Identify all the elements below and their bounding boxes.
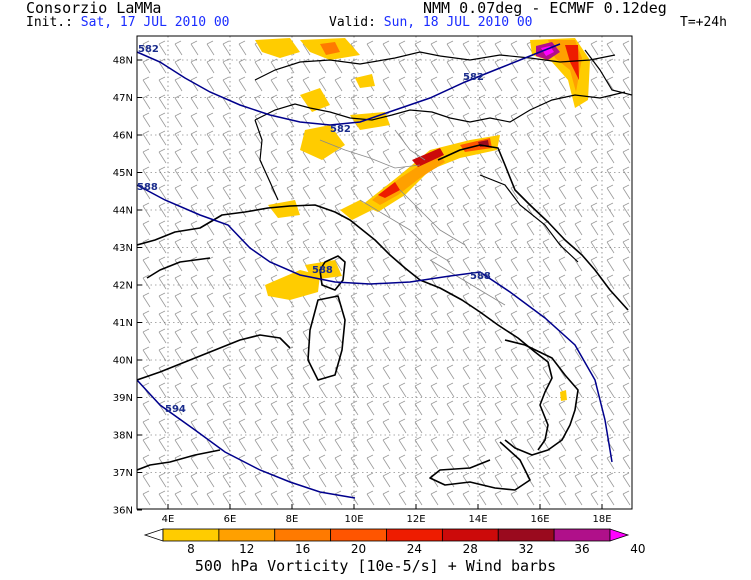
colorbar-level-label: 24 xyxy=(407,542,422,555)
lon-tick-label: 18E xyxy=(592,514,611,525)
borders xyxy=(254,49,632,263)
lon-tick-label: 14E xyxy=(468,514,487,525)
colorbar-segment xyxy=(441,528,499,542)
lat-tick-label: 36N xyxy=(113,506,133,517)
internal-borders xyxy=(319,129,506,306)
lat-tick-label: 38N xyxy=(113,431,133,442)
colorbar-segment xyxy=(386,528,443,542)
colorbar-level-label: 36 xyxy=(574,542,589,555)
lat-tick-label: 42N xyxy=(113,281,133,292)
colorbar-upper-arrow xyxy=(609,528,630,542)
contour-label: 582 xyxy=(330,124,351,135)
valid-line: Valid: Sun, 18 JUL 2010 00 xyxy=(329,16,533,30)
contour-label: 588 xyxy=(470,271,491,282)
lon-tick-label: 4E xyxy=(162,514,175,525)
lat-tick-label: 40N xyxy=(113,356,133,367)
contour-label: 582 xyxy=(138,44,159,55)
colorbar-level-label: 20 xyxy=(351,542,366,555)
forecast-map: 582 582 582 588 588 588 594 48N 47N 46N 45N… xyxy=(113,35,646,555)
lat-tick-label: 46N xyxy=(113,131,133,142)
colorbar: 8 12 16 20 24 28 32 36 40 xyxy=(143,528,646,555)
org-title: Consorzio LaMMa xyxy=(26,0,162,17)
colorbar-segment xyxy=(553,528,611,542)
lon-tick-label: 10E xyxy=(344,514,363,525)
lon-tick-label: 6E xyxy=(224,514,237,525)
colorbar-segment xyxy=(162,528,220,542)
lat-tick-label: 48N xyxy=(113,56,133,67)
lat-tick-label: 45N xyxy=(113,168,133,179)
init-label: Init.: xyxy=(26,15,73,30)
vorticity-field xyxy=(255,38,590,401)
latitude-axis: 48N 47N 46N 45N 44N 43N 42N 41N 40N 39N 38N 37N 36N xyxy=(113,56,142,517)
lat-lon-grid xyxy=(137,36,632,509)
init-line: Init.: Sat, 17 JUL 2010 00 xyxy=(26,16,230,30)
lat-tick-label: 39N xyxy=(113,393,133,404)
lat-tick-label: 44N xyxy=(113,206,133,217)
valid-date: Sun, 18 JUL 2010 00 xyxy=(383,15,533,30)
contour-label: 588 xyxy=(137,182,158,193)
contour-label: 588 xyxy=(312,265,333,276)
lon-tick-label: 16E xyxy=(530,514,549,525)
colorbar-lower-arrow xyxy=(143,528,164,542)
contour-label: 582 xyxy=(463,72,484,83)
lat-tick-label: 41N xyxy=(113,318,133,329)
lead-time: T=+24h xyxy=(680,15,727,30)
lat-tick-label: 37N xyxy=(113,468,133,479)
colorbar-segment xyxy=(218,528,276,542)
colorbar-level-label: 8 xyxy=(187,542,195,555)
coastlines xyxy=(137,144,629,491)
geopotential-contours xyxy=(137,43,613,499)
lon-tick-label: 8E xyxy=(286,514,299,525)
contour-label: 594 xyxy=(165,404,186,415)
valid-label: Valid: xyxy=(329,15,376,30)
colorbar-level-label: 32 xyxy=(519,542,534,555)
colorbar-caption: 500 hPa Vorticity [10e-5/s] + Wind barbs xyxy=(194,557,557,575)
longitude-axis: 4E 6E 8E 10E 12E 14E 16E 18E xyxy=(162,504,612,525)
contour-labels: 582 582 582 588 588 588 594 xyxy=(137,44,491,415)
model-title: NMM 0.07deg - ECMWF 0.12deg xyxy=(423,0,667,17)
init-date: Sat, 17 JUL 2010 00 xyxy=(80,15,230,30)
colorbar-segment xyxy=(330,528,387,542)
lat-tick-label: 47N xyxy=(113,93,133,104)
colorbar-level-label: 40 xyxy=(630,542,645,555)
colorbar-level-label: 28 xyxy=(463,542,478,555)
lon-tick-label: 12E xyxy=(406,514,425,525)
colorbar-segment xyxy=(497,528,555,542)
colorbar-level-label: 16 xyxy=(295,542,310,555)
lat-tick-label: 43N xyxy=(113,243,133,254)
colorbar-level-label: 12 xyxy=(239,542,254,555)
colorbar-segment xyxy=(274,528,332,542)
